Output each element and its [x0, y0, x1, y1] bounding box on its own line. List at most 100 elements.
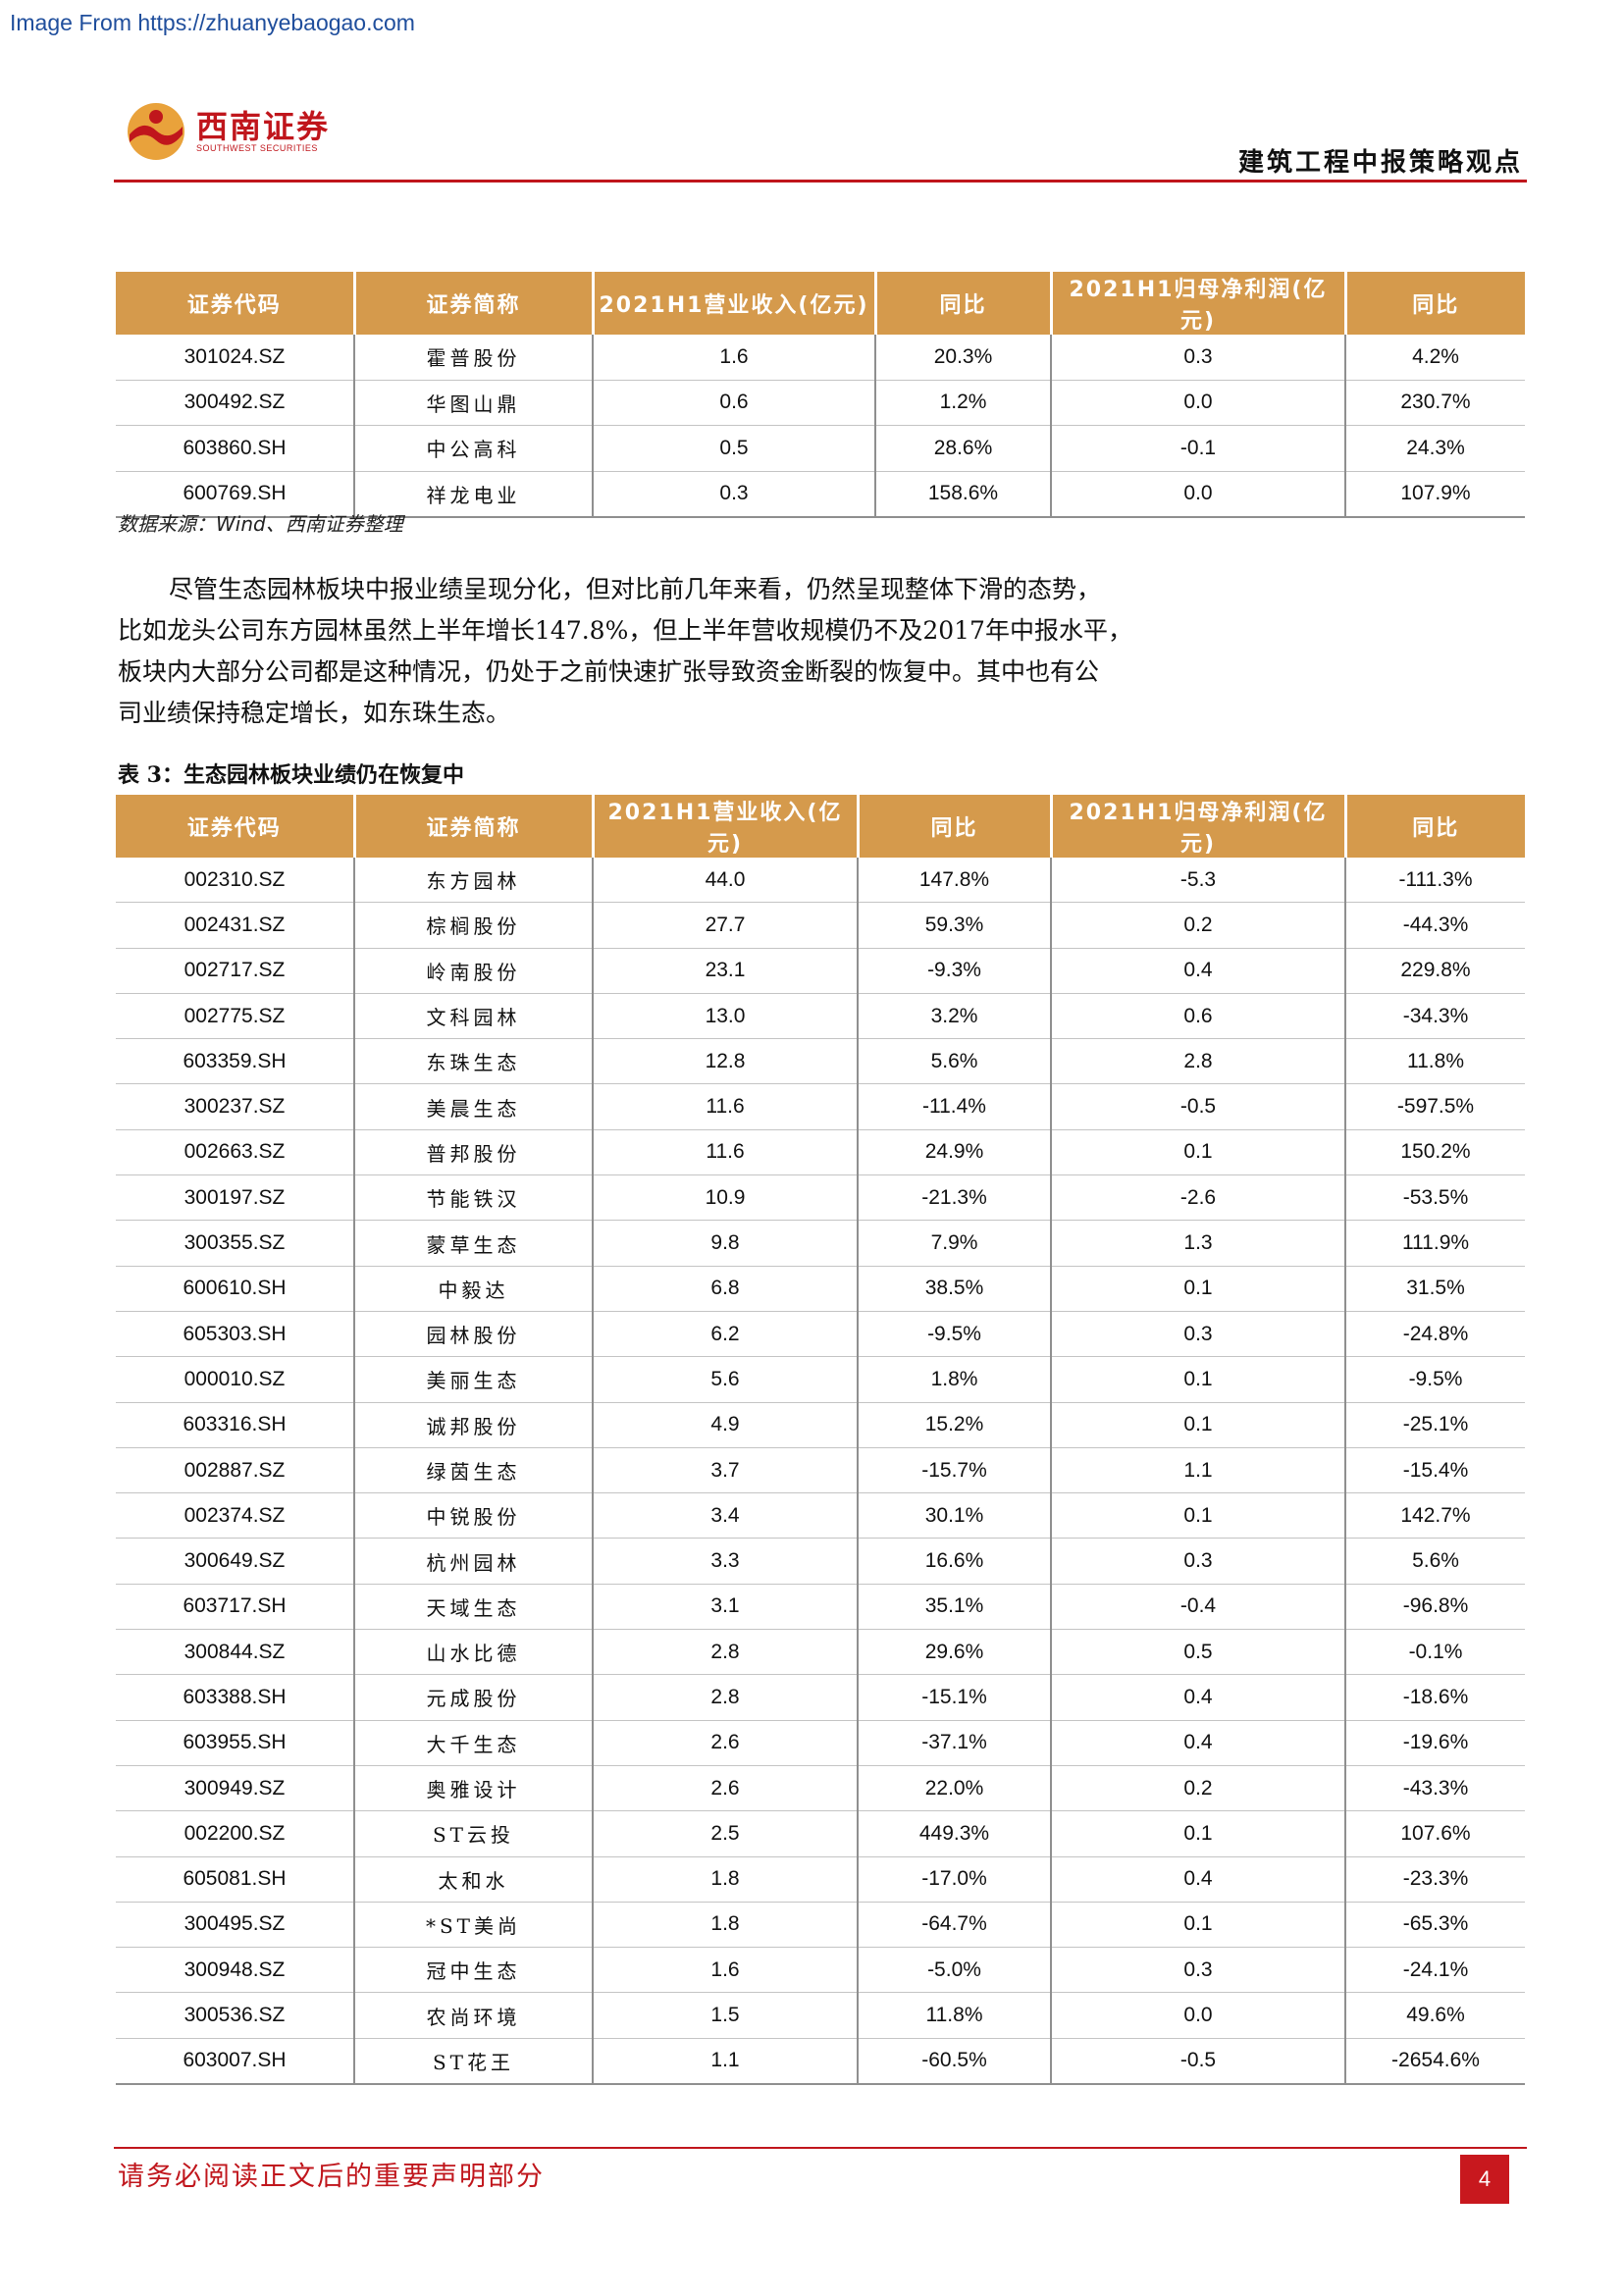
cell-profit-yoy: 5.6% — [1345, 1538, 1525, 1585]
cell-revenue: 2.6 — [593, 1765, 859, 1812]
cell-revenue-yoy: 35.1% — [858, 1584, 1052, 1631]
table-row: 301024.SZ 霍普股份 1.6 20.3% 0.3 4.2% — [116, 335, 1525, 381]
paragraph-line: 比如龙头公司东方园林虽然上半年增长147.8%，但上半年营收规模仍不及2017年… — [118, 616, 1132, 645]
cell-profit-yoy: -25.1% — [1345, 1402, 1525, 1448]
table-row: 300949.SZ 奥雅设计 2.6 22.0% 0.2 -43.3% — [116, 1765, 1525, 1812]
cell-profit-yoy: -23.3% — [1345, 1856, 1525, 1903]
cell-profit-yoy: 142.7% — [1345, 1492, 1525, 1539]
table-row: 600769.SH 祥龙电业 0.3 158.6% 0.0 107.9% — [116, 471, 1525, 518]
cell-net-profit: 0.1 — [1051, 1356, 1346, 1403]
cell-code: 603007.SH — [116, 2038, 355, 2086]
cell-profit-yoy: -65.3% — [1345, 1902, 1525, 1949]
header-code: 证券代码 — [116, 795, 356, 858]
cell-code: 002663.SZ — [116, 1129, 355, 1176]
cell-revenue-yoy: -9.5% — [858, 1311, 1052, 1358]
cell-revenue-yoy: -21.3% — [858, 1174, 1052, 1222]
cell-code: 603388.SH — [116, 1674, 355, 1721]
table-row: 600610.SH 中毅达 6.8 38.5% 0.1 31.5% — [116, 1266, 1525, 1312]
cell-name: 冠中生态 — [354, 1947, 594, 1994]
cell-profit-yoy: 31.5% — [1345, 1266, 1525, 1312]
cell-revenue: 27.7 — [593, 902, 859, 949]
cell-code: 300495.SZ — [116, 1902, 355, 1949]
cell-code: 300492.SZ — [116, 380, 355, 426]
cell-net-profit: 0.1 — [1051, 1402, 1346, 1448]
cell-revenue-yoy: 11.8% — [858, 1992, 1052, 2039]
cell-code: 600769.SH — [116, 471, 355, 518]
table-row: 300495.SZ *ST美尚 1.8 -64.7% 0.1 -65.3% — [116, 1902, 1525, 1949]
logo-chinese-name: 西南证券 — [196, 108, 331, 145]
cell-name: 棕榈股份 — [354, 902, 594, 949]
cell-name: 元成股份 — [354, 1674, 594, 1721]
cell-net-profit: 0.4 — [1051, 1674, 1346, 1721]
cell-profit-yoy: -2654.6% — [1345, 2038, 1525, 2086]
cell-name: 杭州园林 — [354, 1538, 594, 1585]
table-caption: 表 3：生态园林板块业绩仍在恢复中 — [118, 762, 464, 788]
cell-net-profit: 0.4 — [1051, 1856, 1346, 1903]
table-header-row: 证券代码 证券简称 2021H1营业收入(亿元) 同比 2021H1归母净利润(… — [116, 272, 1525, 335]
header-revenue: 2021H1营业收入(亿元) — [593, 272, 877, 335]
cell-revenue: 1.6 — [593, 1947, 859, 1994]
table-row: 300355.SZ 蒙草生态 9.8 7.9% 1.3 111.9% — [116, 1220, 1525, 1267]
cell-revenue-yoy: 147.8% — [858, 858, 1052, 904]
cell-net-profit: 0.3 — [1051, 1311, 1346, 1358]
cell-revenue: 2.8 — [593, 1674, 859, 1721]
cell-revenue-yoy: 449.3% — [858, 1810, 1052, 1857]
cell-code: 600610.SH — [116, 1266, 355, 1312]
cell-net-profit: 1.1 — [1051, 1447, 1346, 1494]
performance-table-landscape: 证券代码 证券简称 2021H1营业收入(亿元) 同比 2021H1归母净利润(… — [116, 795, 1525, 2086]
paragraph-line: 板块内大部分公司都是这种情况，仍处于之前快速扩张导致资金断裂的恢复中。其中也有公 — [118, 657, 1100, 686]
table-row: 300844.SZ 山水比德 2.8 29.6% 0.5 -0.1% — [116, 1629, 1525, 1676]
header-net-profit: 2021H1归母净利润(亿元) — [1051, 795, 1347, 858]
table-row: 603388.SH 元成股份 2.8 -15.1% 0.4 -18.6% — [116, 1674, 1525, 1721]
cell-profit-yoy: -18.6% — [1345, 1674, 1525, 1721]
cell-revenue-yoy: -5.0% — [858, 1947, 1052, 1994]
cell-revenue-yoy: 1.2% — [875, 380, 1052, 426]
cell-name: 绿茵生态 — [354, 1447, 594, 1494]
cell-name: 诚邦股份 — [354, 1402, 594, 1448]
cell-revenue-yoy: 59.3% — [858, 902, 1052, 949]
cell-code: 002431.SZ — [116, 902, 355, 949]
logo-english-name: SOUTHWEST SECURITIES — [196, 143, 318, 153]
cell-net-profit: -5.3 — [1051, 858, 1346, 904]
logo-emblem-icon — [126, 101, 186, 162]
cell-revenue-yoy: -64.7% — [858, 1902, 1052, 1949]
table-row: 000010.SZ 美丽生态 5.6 1.8% 0.1 -9.5% — [116, 1356, 1525, 1403]
cell-net-profit: 0.3 — [1051, 335, 1346, 381]
cell-revenue: 3.1 — [593, 1584, 859, 1631]
table-row: 603007.SH ST花王 1.1 -60.5% -0.5 -2654.6% — [116, 2038, 1525, 2086]
footer-disclaimer: 请务必阅读正文后的重要声明部分 — [118, 2162, 545, 2192]
cell-profit-yoy: -597.5% — [1345, 1083, 1525, 1130]
cell-net-profit: 0.5 — [1051, 1629, 1346, 1676]
footer-divider — [114, 2147, 1527, 2149]
cell-code: 002887.SZ — [116, 1447, 355, 1494]
cell-profit-yoy: -0.1% — [1345, 1629, 1525, 1676]
cell-profit-yoy: 49.6% — [1345, 1992, 1525, 2039]
table-row: 002663.SZ 普邦股份 11.6 24.9% 0.1 150.2% — [116, 1129, 1525, 1176]
cell-revenue: 3.4 — [593, 1492, 859, 1539]
header-name: 证券简称 — [354, 272, 595, 335]
cell-name: 太和水 — [354, 1856, 594, 1903]
report-header-title: 建筑工程中报策略观点 — [1237, 148, 1523, 178]
cell-name: 节能铁汉 — [354, 1174, 594, 1222]
table-row: 300492.SZ 华图山鼎 0.6 1.2% 0.0 230.7% — [116, 380, 1525, 426]
table-row: 002887.SZ 绿茵生态 3.7 -15.7% 1.1 -15.4% — [116, 1447, 1525, 1494]
cell-revenue: 0.3 — [593, 471, 876, 518]
cell-revenue: 1.8 — [593, 1902, 859, 1949]
cell-revenue-yoy: 5.6% — [858, 1038, 1052, 1085]
cell-profit-yoy: 230.7% — [1345, 380, 1525, 426]
cell-name: *ST美尚 — [354, 1902, 594, 1949]
cell-net-profit: -0.5 — [1051, 1083, 1346, 1130]
cell-name: 天域生态 — [354, 1584, 594, 1631]
table-row: 603717.SH 天域生态 3.1 35.1% -0.4 -96.8% — [116, 1584, 1525, 1631]
cell-name: 祥龙电业 — [354, 471, 594, 518]
cell-code: 300237.SZ — [116, 1083, 355, 1130]
cell-revenue-yoy: 30.1% — [858, 1492, 1052, 1539]
cell-name: 普邦股份 — [354, 1129, 594, 1176]
cell-code: 002717.SZ — [116, 948, 355, 994]
cell-code: 300844.SZ — [116, 1629, 355, 1676]
cell-revenue-yoy: -15.7% — [858, 1447, 1052, 1494]
cell-name: 美丽生态 — [354, 1356, 594, 1403]
header-profit-yoy: 同比 — [1345, 795, 1525, 858]
cell-net-profit: 1.3 — [1051, 1220, 1346, 1267]
cell-code: 603717.SH — [116, 1584, 355, 1631]
